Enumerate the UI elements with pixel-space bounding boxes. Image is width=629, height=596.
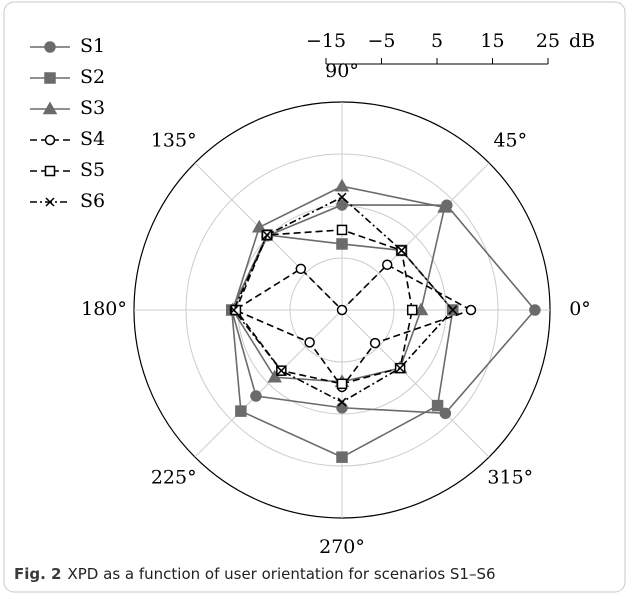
marker — [336, 378, 348, 390]
marker — [369, 337, 381, 349]
theta-label: 90° — [325, 60, 359, 82]
series-line — [235, 229, 414, 385]
marker — [336, 224, 348, 236]
marker — [336, 451, 348, 463]
caption-label: Fig. 2 — [14, 565, 61, 583]
marker — [262, 230, 272, 240]
spoke — [194, 309, 343, 458]
marker — [337, 397, 347, 407]
legend-marker — [44, 72, 56, 84]
series-line — [232, 196, 454, 403]
marker — [336, 199, 348, 211]
scale-label: −15 — [306, 30, 346, 52]
marker — [276, 366, 286, 376]
marker — [406, 304, 418, 316]
marker — [465, 304, 477, 316]
marker — [336, 238, 348, 250]
marker — [334, 178, 350, 192]
legend-label: S1 — [80, 35, 105, 57]
legend-marker — [44, 134, 56, 146]
caption: Fig. 2 XPD as a function of user orientat… — [14, 565, 496, 583]
legend-label: S2 — [80, 66, 105, 88]
frame — [3, 1, 626, 593]
theta-label: 225° — [151, 466, 197, 488]
legend-label: S3 — [80, 97, 105, 119]
marker — [250, 390, 262, 402]
marker — [529, 304, 541, 316]
scale-unit: dB — [569, 30, 595, 52]
marker — [304, 337, 315, 348]
marker — [336, 402, 348, 414]
marker — [336, 304, 348, 316]
theta-label: 315° — [487, 466, 533, 488]
legend-marker — [45, 197, 55, 207]
series-line — [233, 263, 473, 389]
theta-label: 180° — [81, 298, 127, 320]
marker — [337, 192, 347, 202]
marker — [267, 369, 283, 383]
marker — [251, 219, 267, 233]
marker — [235, 405, 247, 417]
marker — [381, 259, 393, 271]
marker — [448, 305, 458, 315]
legend-marker — [44, 41, 56, 53]
scale-label: 5 — [431, 30, 443, 52]
marker — [295, 263, 307, 275]
theta-label: 45° — [493, 130, 527, 152]
theta-label: 135° — [151, 130, 197, 152]
marker — [229, 305, 239, 315]
theta-label: 270° — [319, 536, 365, 558]
legend-marker — [44, 165, 56, 177]
marker — [431, 399, 444, 412]
marker — [395, 363, 405, 373]
scale-label: 25 — [536, 30, 560, 52]
marker — [397, 245, 407, 255]
series-line — [231, 185, 446, 383]
legend-label: S4 — [80, 128, 105, 150]
theta-label: 0° — [569, 298, 591, 320]
legend-label: S5 — [80, 159, 105, 181]
scale-label: −5 — [367, 30, 395, 52]
legend-label: S6 — [80, 190, 105, 212]
spoke — [341, 309, 490, 458]
caption-text: XPD as a function of user orientation fo… — [67, 565, 495, 583]
marker — [413, 302, 429, 316]
legend-marker — [42, 101, 58, 115]
marker — [437, 199, 452, 213]
scale-label: 15 — [480, 30, 504, 52]
